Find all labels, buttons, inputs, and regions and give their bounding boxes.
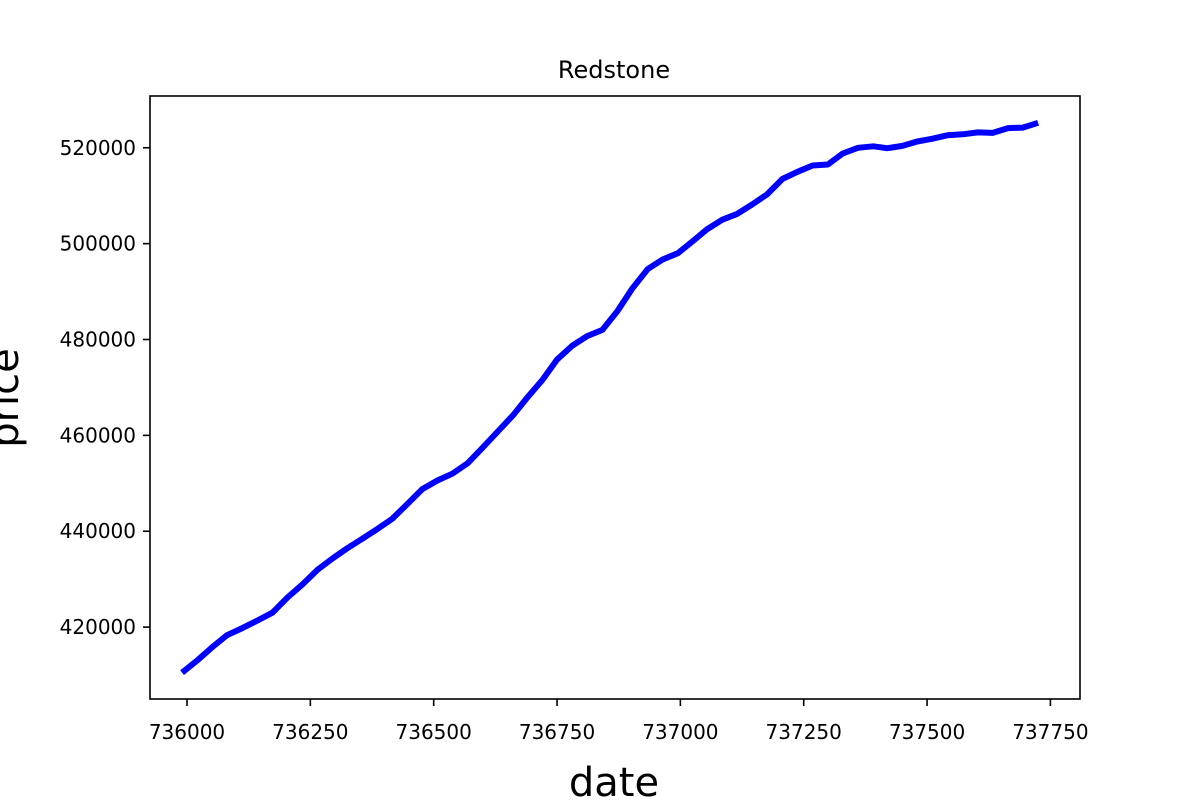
x-tick-label: 736500 <box>396 720 472 744</box>
series-line-redstone <box>180 119 1039 675</box>
plot-series-group <box>180 119 1039 675</box>
y-tick-label: 420000 <box>60 615 136 639</box>
x-axis-label: date <box>569 760 659 800</box>
y-tick-label: 460000 <box>60 423 136 447</box>
x-tick-label: 736250 <box>272 720 348 744</box>
x-tick-label: 736750 <box>519 720 595 744</box>
y-axis-label: price <box>0 348 28 448</box>
y-tick-label: 500000 <box>60 232 136 256</box>
x-tick-label: 737000 <box>642 720 718 744</box>
plot-frame <box>149 95 1081 700</box>
x-tick-label: 737250 <box>766 720 842 744</box>
x-tick-label: 737500 <box>889 720 965 744</box>
y-tick-label: 480000 <box>60 328 136 352</box>
x-tick-label: 737750 <box>1012 720 1088 744</box>
tick-group: 736000 736250 736500 736750 737000 737250 7375… <box>60 136 1089 744</box>
y-tick-label: 520000 <box>60 136 136 160</box>
y-tick-label: 440000 <box>60 519 136 543</box>
chart-title: Redstone <box>558 56 670 84</box>
x-tick-label: 736000 <box>149 720 225 744</box>
